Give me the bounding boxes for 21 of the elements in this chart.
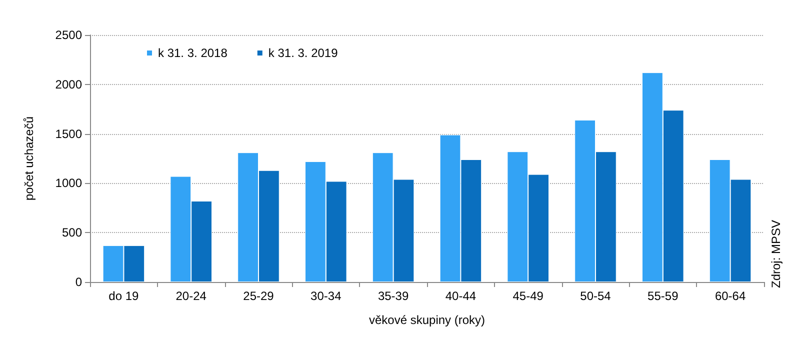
x-tick-label: 30-34 — [310, 289, 342, 303]
x-tick-label: 45-49 — [512, 289, 544, 303]
y-tick-label: 1000 — [55, 176, 82, 190]
x-tick-label: 55-59 — [648, 289, 679, 303]
x-tick-label: 60-64 — [714, 289, 746, 303]
x-tick-label: do 19 — [108, 289, 140, 303]
y-tick-label: 2500 — [55, 28, 82, 42]
y-tick-label: 1500 — [55, 126, 82, 141]
legend-label: k 31. 3. 2018 — [158, 46, 228, 60]
y-tick-label: 0 — [75, 275, 82, 289]
x-axis-title: věkové skupiny (roky) — [368, 313, 486, 327]
x-tick-label: 35-39 — [378, 289, 409, 303]
x-tick-label: 40-44 — [445, 289, 476, 303]
legend-label: k 31. 3. 2019 — [268, 46, 338, 60]
x-tick-label: 20-24 — [176, 289, 207, 303]
y-tick-label: 500 — [62, 226, 82, 240]
x-tick-label: 25-29 — [243, 289, 274, 303]
y-axis-title: počet uchazečů — [22, 116, 36, 201]
text: Zdroj: MPSV — [769, 220, 783, 288]
y-tick-label: 2000 — [55, 77, 82, 92]
x-tick-label: 50-54 — [580, 289, 612, 303]
